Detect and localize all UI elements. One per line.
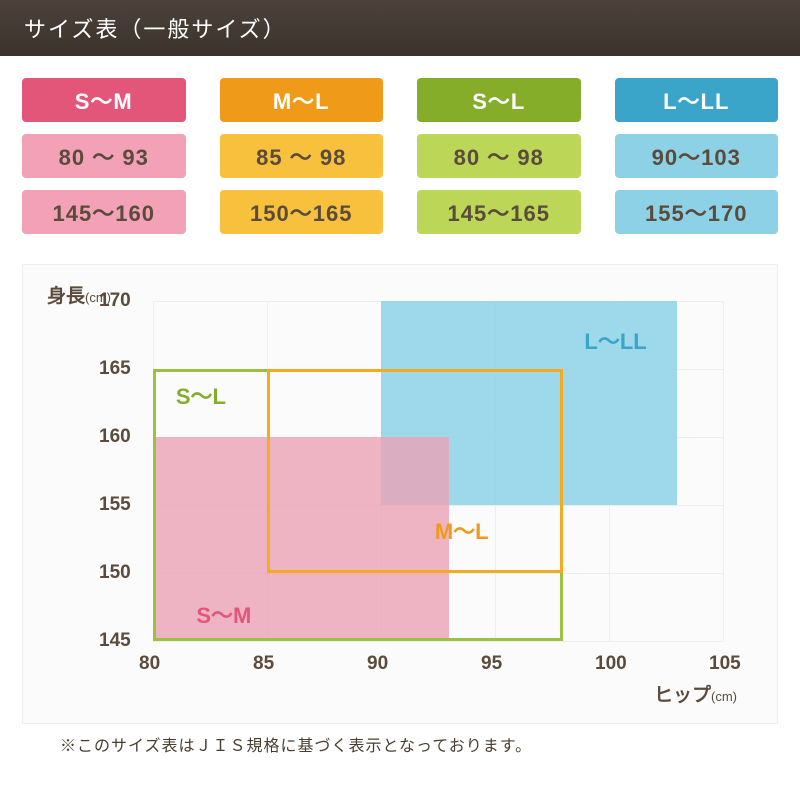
size-header-lll: L～LL: [615, 78, 779, 122]
region-ml: [267, 369, 563, 573]
footnote: ※このサイズ表はＪＩＳ規格に基づく表示となっております。: [60, 732, 778, 756]
size-chart: 身長(cm) 145150155160165170 80859095100105…: [22, 264, 778, 724]
size-header-sl: S～L: [417, 78, 581, 122]
size-hip-lll: 90～103: [615, 134, 779, 178]
y-tick: 170: [99, 290, 131, 312]
size-hip-sm: 80 ～ 93: [22, 134, 186, 178]
page-title: サイズ表（一般サイズ）: [0, 0, 800, 56]
size-table: S～M M～L S～L L～LL 80 ～ 93 85 ～ 98 80 ～ 98 90～10…: [0, 56, 800, 254]
x-tick: 90: [367, 653, 388, 675]
size-header-sm: S～M: [22, 78, 186, 122]
size-hip-sl: 80 ～ 98: [417, 134, 581, 178]
y-tick: 155: [99, 494, 131, 516]
x-tick: 100: [595, 653, 627, 675]
y-tick: 145: [99, 630, 131, 652]
grid-line: [723, 301, 724, 641]
size-hip-ml: 85 ～ 98: [220, 134, 384, 178]
region-label-sl: S～L: [176, 379, 226, 411]
size-header-ml: M～L: [220, 78, 384, 122]
x-tick: 80: [139, 653, 160, 675]
y-tick: 150: [99, 562, 131, 584]
y-tick: 160: [99, 426, 131, 448]
y-tick: 165: [99, 358, 131, 380]
size-height-sl: 145～165: [417, 190, 581, 234]
x-tick: 85: [253, 653, 274, 675]
x-axis-label: ヒップ(cm): [654, 680, 737, 707]
x-tick: 95: [481, 653, 502, 675]
size-height-lll: 155～170: [615, 190, 779, 234]
size-height-ml: 150～165: [220, 190, 384, 234]
region-label-lll: L～LL: [584, 324, 646, 356]
x-tick: 105: [709, 653, 741, 675]
grid-line: [153, 641, 723, 642]
region-label-ml: M～L: [435, 514, 489, 546]
size-height-sm: 145～160: [22, 190, 186, 234]
